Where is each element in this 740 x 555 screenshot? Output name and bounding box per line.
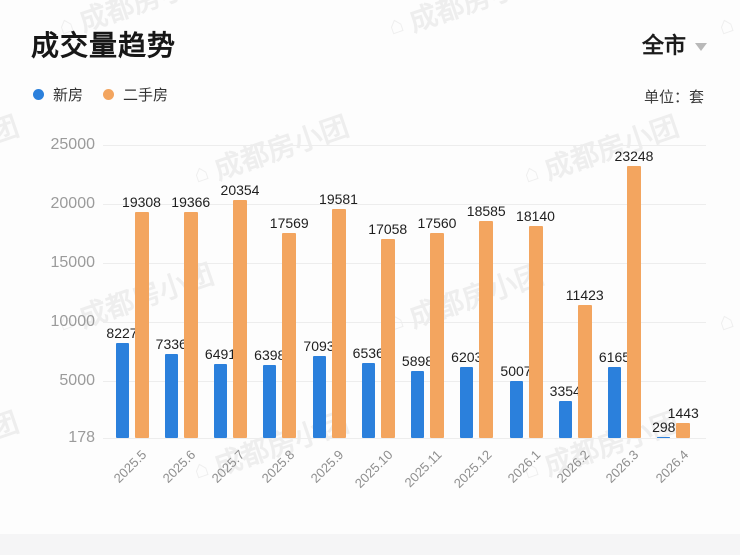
bar[interactable] [657,436,671,438]
legend-label-secondhand-house: 二手房 [123,87,169,104]
bar-value-label: 6165 [598,349,631,366]
bar[interactable] [164,353,178,438]
bar[interactable] [361,362,375,438]
bar-value-label: 18585 [466,202,506,219]
bar-value-label: 5898 [401,352,434,369]
bar-value-label: 19366 [171,193,211,210]
x-axis-tick-label: 2026.4 [652,447,692,486]
bottom-band [0,534,740,555]
bar[interactable] [331,209,346,438]
legend: 新房 二手房 [33,84,168,105]
bar-value-label: 8227 [106,325,138,341]
bar[interactable] [558,400,572,438]
bar[interactable] [263,364,277,438]
bar-value-label: 7093 [303,338,335,355]
x-axis-tick-label: 2025.7 [209,447,248,486]
x-axis-tick-label: 2025.8 [258,447,298,486]
bar[interactable] [608,367,621,438]
legend-label-new-house: 新房 [53,87,84,104]
bar[interactable] [577,305,592,438]
bar-value-label: 17560 [417,214,457,231]
bar-value-label: 20354 [220,181,260,198]
x-axis-tick-label: 2025.12 [450,447,495,491]
gridline [103,263,706,264]
bar[interactable] [134,212,149,438]
bar[interactable] [214,363,227,438]
page-title: 成交量趋势 [31,30,177,61]
bar[interactable] [411,370,424,438]
bar[interactable] [380,238,395,438]
legend-item-secondhand-house[interactable]: 二手房 [103,84,168,105]
legend-dot-orange-icon [103,89,115,100]
bar[interactable] [233,199,247,438]
bar-value-label: 11423 [565,287,604,304]
bar-value-label: 7336 [155,335,187,352]
bar-value-label: 5007 [500,363,532,379]
bar[interactable] [479,220,494,438]
gridline [103,145,706,146]
bar[interactable] [115,343,129,438]
gridline [103,204,706,205]
x-axis-tick-label: 2026.2 [553,447,593,486]
unit-label: 单位：套 [643,89,704,106]
region-selector[interactable]: 全市 [642,28,707,60]
chevron-down-icon [695,42,707,51]
bar-value-label: 19308 [122,194,161,211]
y-axis-tick-label: 25000 [50,136,96,153]
bar[interactable] [183,211,198,438]
x-axis-tick-label: 2025.9 [307,447,347,486]
bar[interactable] [460,366,474,438]
bar[interactable] [282,232,297,438]
bar-value-label: 23248 [614,147,654,164]
gridline [103,381,706,383]
bar[interactable] [627,165,641,438]
gridline [103,322,706,324]
bar[interactable] [509,381,523,438]
bar-value-label: 19581 [319,191,358,207]
bar-value-label: 17058 [368,220,408,237]
x-axis-tick-label: 2026.3 [603,447,642,486]
y-axis-tick-label: 20000 [50,195,96,212]
bar[interactable] [676,423,691,438]
bar-value-label: 6491 [204,345,237,362]
x-axis-tick-label: 2025.11 [401,447,445,491]
y-axis-tick-label: 178 [68,429,95,446]
x-axis-tick-label: 2026.1 [504,447,544,486]
bar-value-label: 6203 [451,348,483,365]
y-axis-tick-label: 10000 [50,313,96,331]
y-axis-tick-label: 15000 [50,254,96,271]
gridline [103,438,706,439]
x-axis-tick-label: 2025.5 [110,447,150,486]
legend-item-new-house[interactable]: 新房 [33,84,83,105]
bar-value-label: 3354 [549,382,581,399]
x-axis-tick-label: 2025.6 [159,447,199,486]
bar-value-label: 1443 [667,405,699,422]
bar[interactable] [528,226,543,438]
x-axis-tick-label: 2025.10 [351,447,396,491]
bar-value-label: 17569 [269,214,309,231]
bar[interactable] [430,232,444,438]
bar-value-label: 6398 [254,346,286,363]
bar[interactable] [312,356,326,438]
legend-dot-blue-icon [33,89,44,100]
bar-value-label: 6536 [352,344,384,361]
bar-value-label: 18140 [516,208,555,224]
region-label: 全市 [641,33,686,58]
y-axis-tick-label: 5000 [59,372,95,390]
bar-value-label: 298 [652,418,676,435]
